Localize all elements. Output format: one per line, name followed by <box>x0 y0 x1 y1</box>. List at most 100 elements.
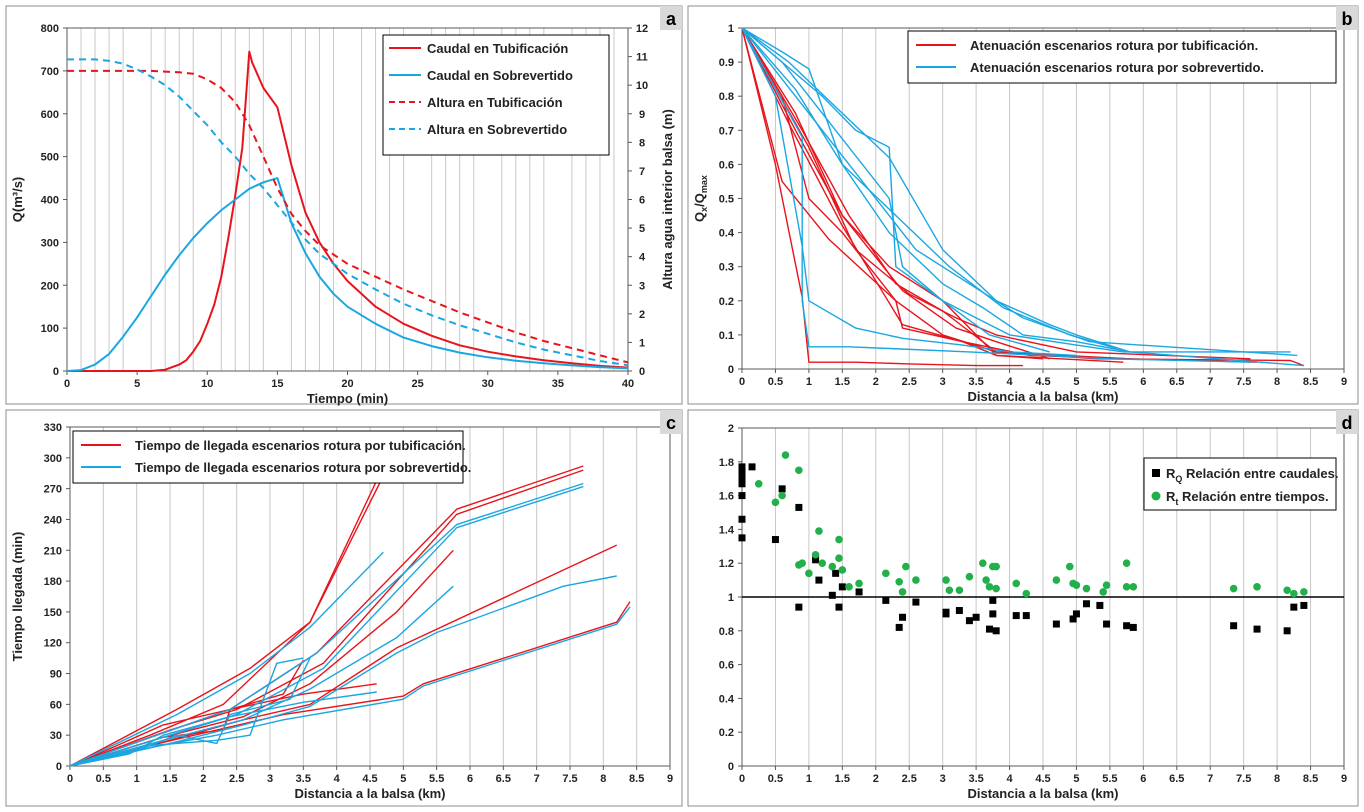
x-tick-label: 2 <box>873 773 879 785</box>
y-tick-label: 0.2 <box>719 727 734 739</box>
data-point-circle <box>898 588 907 596</box>
data-point-square <box>882 596 890 604</box>
y-tick-label: 210 <box>44 545 62 557</box>
series-line <box>66 177 629 372</box>
data-point-square <box>812 556 820 564</box>
data-point-square <box>738 480 746 488</box>
panel-letter: a <box>666 9 677 29</box>
x-tick-label: 0 <box>739 773 745 785</box>
data-point-circle <box>982 576 990 584</box>
series-line <box>69 657 311 767</box>
series-line <box>69 482 381 767</box>
panel-badge-bg <box>660 6 682 30</box>
x-tick-label: 4 <box>1006 773 1013 785</box>
x-tick-label: 10 <box>201 378 213 390</box>
y-tick-label: 0 <box>728 761 734 773</box>
data-point-circle <box>1253 583 1261 591</box>
legend-marker <box>1151 491 1161 501</box>
y-tick-label: 1.4 <box>719 524 735 536</box>
y2-tick-label: 8 <box>639 137 645 149</box>
y-tick-label: 700 <box>41 66 59 78</box>
y-tick-label: 300 <box>41 237 59 249</box>
x-tick-label: 8 <box>1274 376 1280 388</box>
data-point-square <box>1072 610 1080 618</box>
data-point-circle <box>835 554 843 562</box>
y-axis-title: Q(m³/s) <box>10 177 25 223</box>
legend-label: Altura en Tubificación <box>427 95 563 110</box>
data-point-square <box>1082 600 1090 608</box>
legend-label-symbol: R <box>1166 466 1176 481</box>
data-point-square <box>738 475 746 483</box>
y2-tick-label: 12 <box>636 23 648 35</box>
x-tick-label: 7 <box>1207 773 1213 785</box>
x-tick-label: 6.5 <box>1169 376 1184 388</box>
x-tick-label: 1 <box>806 773 812 785</box>
data-point-circle <box>1072 581 1081 589</box>
x-tick-label: 0.5 <box>96 773 111 785</box>
y-axis-title-part: /Q <box>692 193 707 207</box>
y-tick-label: 400 <box>41 195 59 207</box>
y2-tick-label: 7 <box>639 166 645 178</box>
y-tick-label: 0.4 <box>719 228 735 240</box>
x-tick-label: 2 <box>200 773 206 785</box>
x-tick-label: 3.5 <box>296 773 311 785</box>
x-tick-label: 6 <box>467 773 473 785</box>
data-point-square <box>895 623 903 631</box>
data-point-square <box>1052 620 1060 628</box>
series-line <box>741 27 1050 353</box>
y-tick-label: 1.6 <box>719 491 734 503</box>
series-line <box>69 575 617 767</box>
x-tick-label: 0 <box>67 773 73 785</box>
y-tick-label: 330 <box>44 422 62 434</box>
data-point-circle <box>1065 562 1074 571</box>
data-point-square <box>1103 620 1111 628</box>
x-tick-label: 5.5 <box>429 773 444 785</box>
y-tick-label: 0.8 <box>719 91 734 103</box>
y-tick-label: 60 <box>50 699 62 711</box>
data-point-square <box>972 613 980 621</box>
data-point-square <box>738 534 746 542</box>
data-point-circle <box>902 562 910 571</box>
data-point-circle <box>838 566 847 574</box>
panel-badge: b <box>1336 6 1358 30</box>
y-tick-label: 0 <box>728 364 734 376</box>
data-point-circle <box>1122 559 1131 567</box>
data-point-circle <box>1052 576 1061 584</box>
x-tick-label: 3.5 <box>968 376 983 388</box>
y-tick-label: 0.5 <box>719 194 734 206</box>
series-line <box>69 551 384 767</box>
data-point-square <box>1022 612 1030 620</box>
legend-label-symbol: R <box>1166 489 1176 504</box>
data-point-square <box>955 607 963 615</box>
y-tick-label: 0 <box>53 366 59 378</box>
data-point-circle <box>1012 579 1021 588</box>
data-point-square <box>1123 622 1131 630</box>
x-tick-label: 35 <box>552 378 564 390</box>
data-point-circle <box>811 550 820 559</box>
y-axis-title: Qx/Qmax <box>692 175 709 222</box>
legend-label-subscript: Q <box>1175 474 1182 484</box>
x-tick-label: 1 <box>806 376 812 388</box>
y-axis-title-part: max <box>699 175 709 193</box>
series-line <box>69 482 584 767</box>
legend-label: Rt Relación entre tiempos. <box>1166 489 1329 507</box>
x-tick-label: 4.5 <box>362 773 377 785</box>
series-line <box>741 27 1044 360</box>
data-point-circle <box>855 579 863 588</box>
x-tick-label: 3 <box>940 773 946 785</box>
y-tick-label: 0.1 <box>719 330 734 342</box>
x-tick-label: 1 <box>134 773 140 785</box>
data-point-circle <box>1229 584 1238 593</box>
panel-badge: a <box>660 6 682 30</box>
y-tick-label: 600 <box>41 109 59 121</box>
legend: RQ Relación entre caudales.Rt Relación e… <box>1143 457 1338 511</box>
data-point-circle <box>754 479 763 488</box>
data-point-circle <box>1022 589 1031 598</box>
data-point-circle <box>985 583 994 591</box>
y-tick-label: 150 <box>44 607 62 619</box>
x-tick-label: 9 <box>1341 376 1347 388</box>
y-tick-label: 270 <box>44 484 62 496</box>
x-tick-label: 4.5 <box>1035 773 1050 785</box>
x-tick-label: 7.5 <box>1236 773 1251 785</box>
y-tick-label: 0.8 <box>719 626 734 638</box>
